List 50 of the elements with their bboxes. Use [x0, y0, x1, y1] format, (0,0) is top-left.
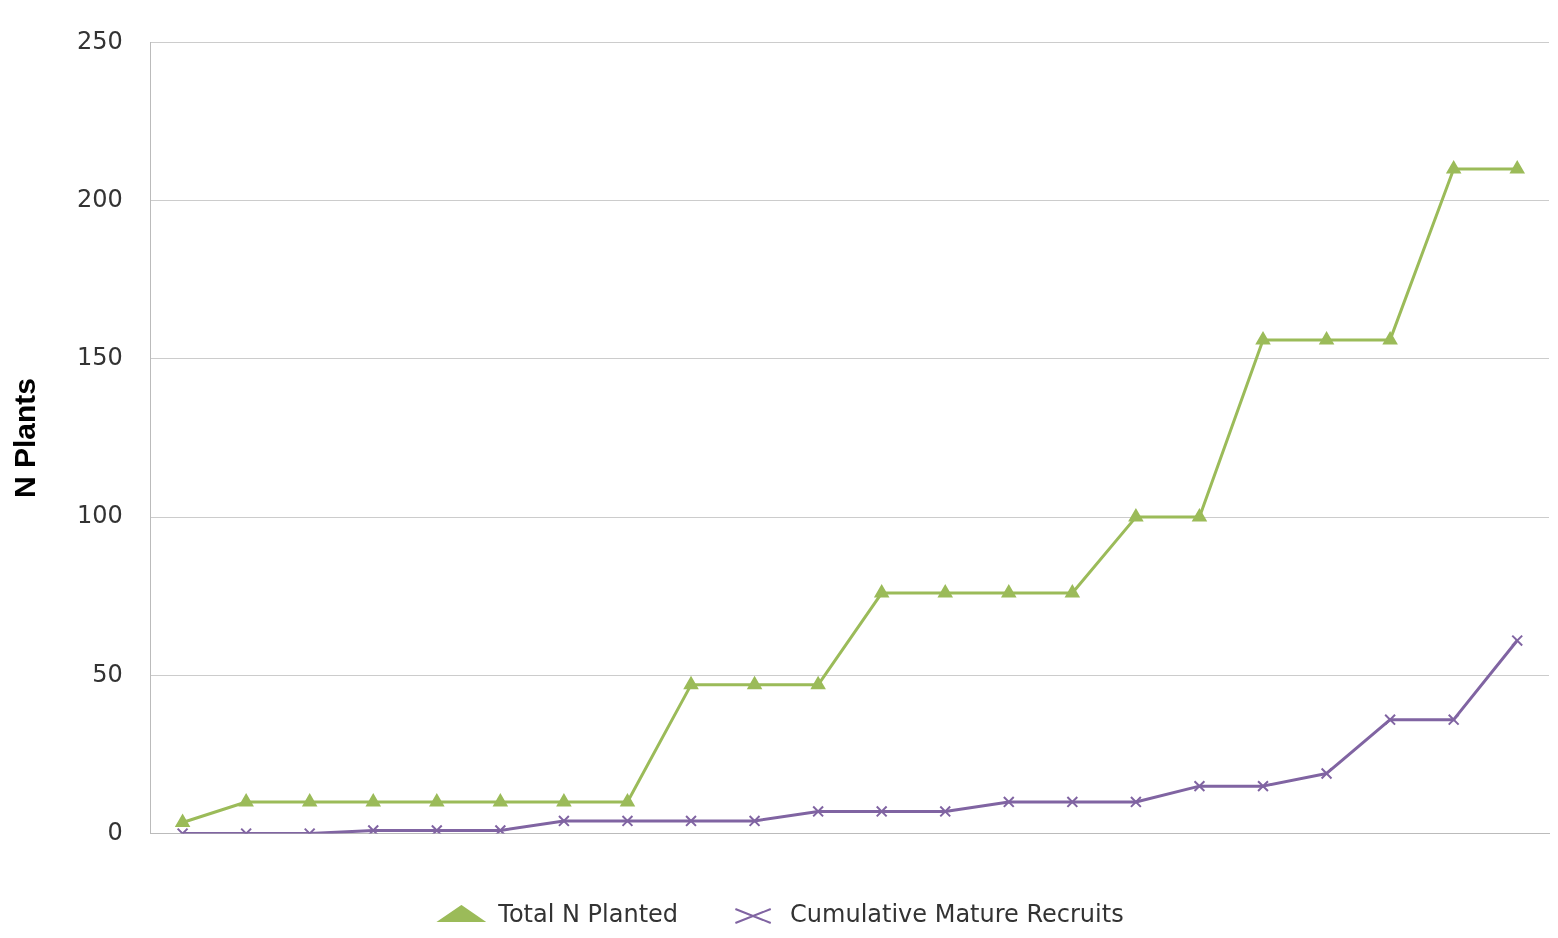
point — [1511, 634, 1524, 647]
point — [685, 814, 697, 827]
y-tick-label: 250 — [77, 26, 123, 55]
point — [556, 793, 571, 807]
y-tick-label: 100 — [77, 501, 123, 530]
point — [1066, 796, 1079, 808]
point — [430, 824, 443, 834]
point — [1129, 796, 1142, 808]
point — [493, 793, 508, 807]
point — [620, 793, 635, 807]
point — [1001, 585, 1016, 598]
point — [366, 793, 381, 807]
point — [1193, 780, 1206, 793]
legend-label: Total N Planted — [497, 900, 679, 929]
point — [557, 814, 570, 827]
point — [429, 793, 444, 807]
point — [1192, 509, 1207, 522]
point — [1257, 780, 1269, 793]
point — [938, 585, 953, 598]
point — [1510, 160, 1525, 174]
legend-label: Cumulative Mature Recruits — [790, 900, 1124, 929]
point — [621, 814, 634, 827]
point — [1447, 713, 1460, 726]
point — [367, 824, 380, 834]
point — [1384, 713, 1397, 726]
point — [683, 676, 699, 690]
point — [812, 805, 825, 818]
y-tick-label: 0 — [107, 817, 123, 846]
point — [874, 585, 889, 598]
point — [748, 814, 761, 827]
y-tick-label: 150 — [77, 343, 123, 372]
point — [175, 814, 190, 828]
point — [939, 805, 952, 818]
point — [1320, 767, 1333, 780]
point — [747, 676, 762, 690]
point — [239, 793, 254, 807]
point — [875, 805, 888, 818]
point — [1002, 796, 1015, 808]
point — [1319, 331, 1334, 345]
y-tick-label: 50 — [92, 659, 123, 688]
point — [1128, 509, 1143, 522]
y-tick-label: 200 — [77, 184, 123, 213]
point — [1383, 331, 1398, 345]
point — [1065, 585, 1080, 598]
point — [1446, 160, 1461, 174]
y-axis-title: N Plants — [8, 377, 42, 499]
point — [302, 793, 317, 807]
point — [494, 824, 507, 834]
point — [811, 676, 826, 690]
point — [1255, 331, 1271, 345]
